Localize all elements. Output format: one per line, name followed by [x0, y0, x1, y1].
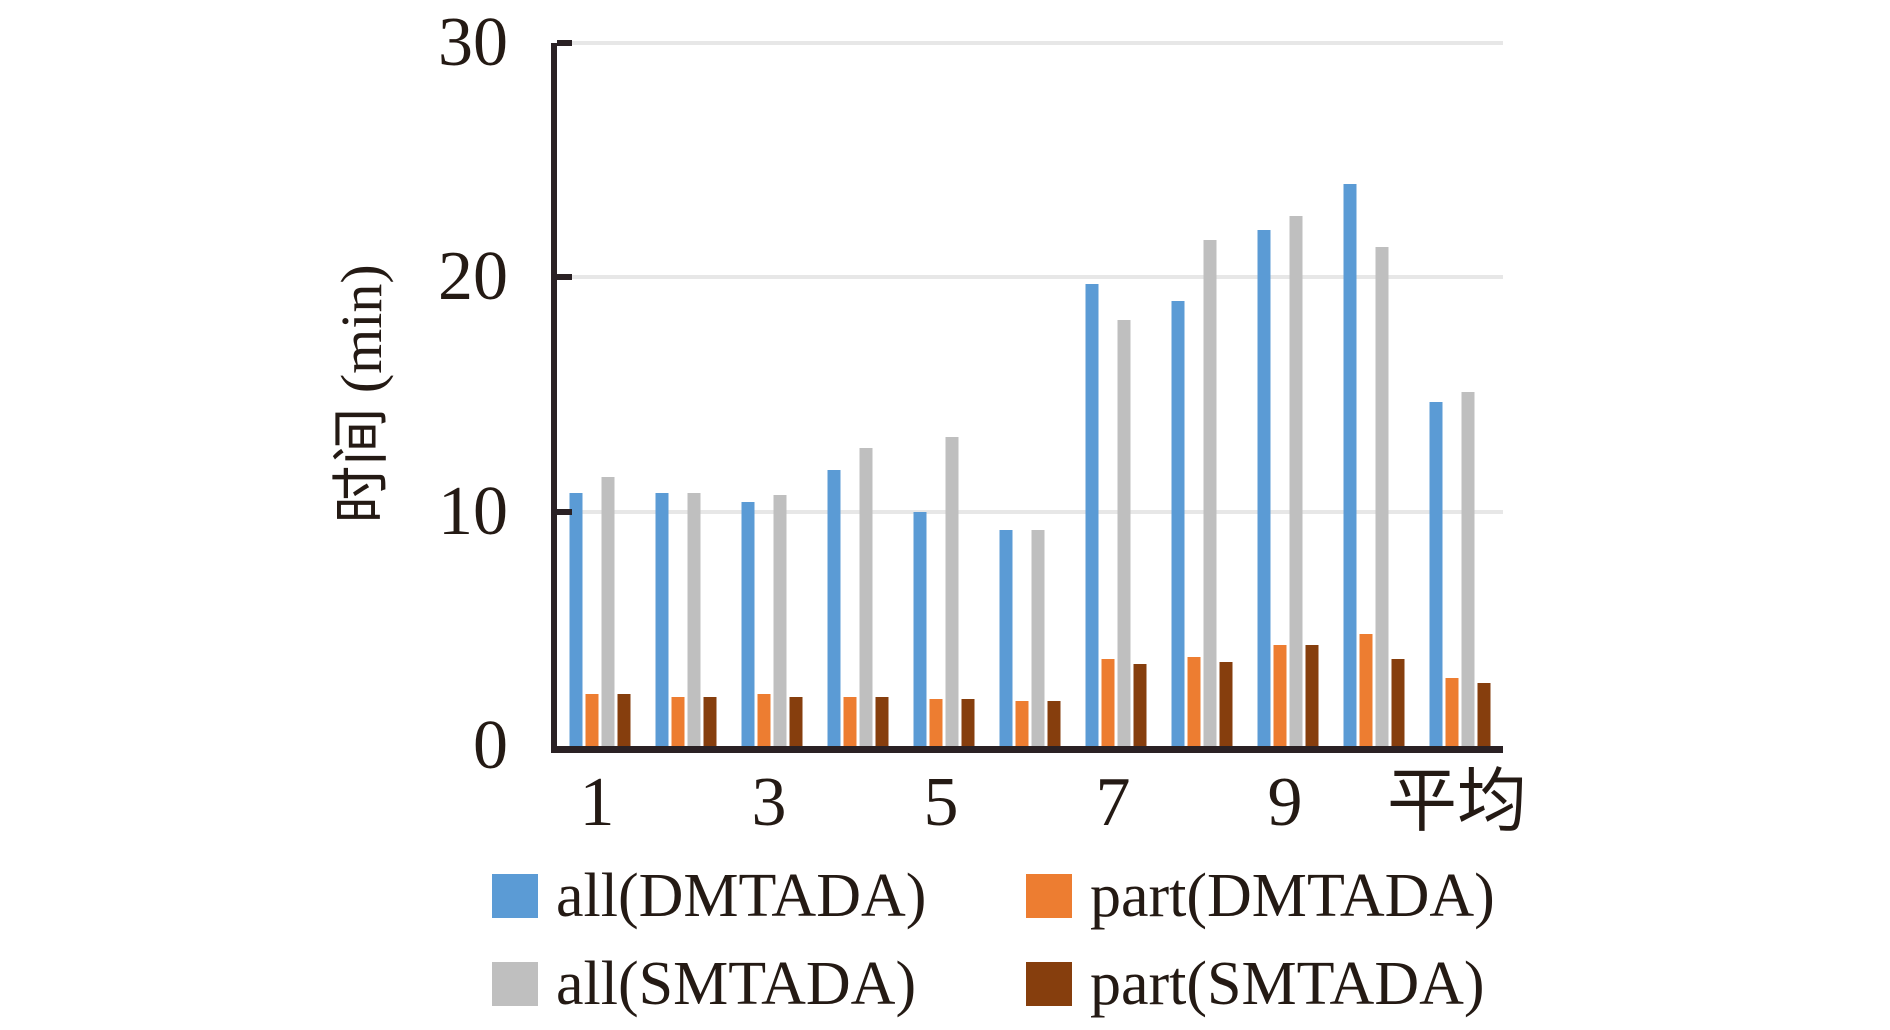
chart-legend: all(DMTADA) part(DMTADA) all(SMTADA) part(S…	[492, 865, 1495, 1015]
y-tick-label: 10	[438, 472, 508, 550]
legend-swatch	[492, 962, 538, 1006]
bar-part(DMTADA)	[757, 694, 771, 746]
y-tick-label: 0	[473, 707, 508, 784]
x-tick-label: 7	[1095, 764, 1131, 841]
bar-group-4	[827, 43, 889, 746]
bar-part(DMTADA)	[1187, 656, 1201, 746]
y-tick-label: 20	[438, 238, 508, 316]
bar-part(DMTADA)	[1015, 701, 1029, 746]
bar-part(SMTADA)	[875, 696, 889, 746]
legend-item: part(DMTADA)	[1026, 865, 1495, 927]
bar-all(SMTADA)	[859, 448, 873, 746]
legend-label: part(SMTADA)	[1090, 950, 1485, 1018]
bar-all(DMTADA)	[741, 502, 755, 746]
bar-part(SMTADA)	[617, 694, 631, 746]
x-axis-labels: 1 3 5 7 9 平均	[554, 764, 1528, 858]
bar-group-3	[741, 43, 803, 746]
bar-all(SMTADA)	[601, 476, 615, 746]
gridline	[557, 509, 1503, 514]
legend-swatch	[492, 874, 538, 918]
bar-all(SMTADA)	[1031, 530, 1045, 746]
legend-label: all(SMTADA)	[556, 950, 917, 1018]
bar-all(SMTADA)	[1375, 246, 1389, 746]
bar-part(DMTADA)	[1101, 659, 1115, 746]
bar-all(DMTADA)	[1343, 183, 1357, 746]
x-tick-label: 5	[923, 764, 959, 841]
bar-group-5	[913, 43, 975, 746]
bar-group-平均	[1429, 43, 1491, 746]
x-tick-label: 平均	[1387, 764, 1527, 841]
legend-item: all(SMTADA)	[492, 953, 1026, 1015]
bar-part(SMTADA)	[1391, 659, 1405, 746]
bar-all(DMTADA)	[655, 492, 669, 746]
bar-part(SMTADA)	[1047, 701, 1061, 746]
bar-all(DMTADA)	[999, 530, 1013, 746]
gridline	[557, 41, 1503, 45]
bar-all(SMTADA)	[945, 436, 959, 746]
bar-part(DMTADA)	[1273, 645, 1287, 746]
bar-all(DMTADA)	[913, 511, 927, 746]
bar-part(DMTADA)	[1445, 678, 1459, 746]
legend-swatch	[1026, 874, 1072, 918]
bar-all(SMTADA)	[1289, 216, 1303, 746]
plot-area	[551, 40, 1503, 753]
y-tick-label: 30	[438, 4, 508, 81]
bar-part(SMTADA)	[789, 696, 803, 746]
bar-group-10	[1343, 43, 1405, 746]
bar-group-7	[1085, 43, 1147, 746]
legend-label: all(DMTADA)	[556, 862, 927, 930]
bar-group-1	[569, 43, 631, 746]
bar-all(SMTADA)	[1461, 392, 1475, 746]
bar-all(SMTADA)	[773, 495, 787, 746]
bar-part(SMTADA)	[703, 696, 717, 746]
bar-group-9	[1257, 43, 1319, 746]
y-tick-mark	[557, 40, 572, 46]
bar-part(DMTADA)	[843, 696, 857, 746]
legend-item: part(SMTADA)	[1026, 953, 1495, 1015]
legend-label: part(DMTADA)	[1090, 862, 1495, 930]
bar-part(SMTADA)	[1133, 663, 1147, 746]
bar-part(SMTADA)	[1305, 645, 1319, 746]
legend-item: all(DMTADA)	[492, 865, 1026, 927]
bar-part(SMTADA)	[1219, 661, 1233, 746]
bar-part(SMTADA)	[1477, 682, 1491, 746]
y-tick-mark	[557, 274, 572, 281]
y-axis: 0 10 20 30	[0, 8, 551, 781]
bar-all(DMTADA)	[1429, 401, 1443, 746]
x-tick-label: 9	[1267, 764, 1303, 841]
bar-all(DMTADA)	[1171, 300, 1185, 746]
bar-group-2	[655, 43, 717, 746]
gridline	[557, 275, 1503, 280]
bar-all(SMTADA)	[1117, 319, 1131, 746]
bar-part(DMTADA)	[1359, 633, 1373, 746]
bar-part(DMTADA)	[671, 696, 685, 746]
bar-all(SMTADA)	[1203, 239, 1217, 746]
x-tick-label: 3	[751, 764, 787, 841]
bar-all(SMTADA)	[687, 492, 701, 746]
bar-group-6	[999, 43, 1061, 746]
bar-group-8	[1171, 43, 1233, 746]
bar-part(DMTADA)	[929, 699, 943, 746]
bar-all(DMTADA)	[827, 469, 841, 746]
bar-part(SMTADA)	[961, 699, 975, 746]
legend-swatch	[1026, 962, 1072, 1006]
bar-all(DMTADA)	[1257, 230, 1271, 746]
bar-part(DMTADA)	[585, 694, 599, 746]
bar-all(DMTADA)	[1085, 284, 1099, 746]
bar-all(DMTADA)	[569, 492, 583, 746]
y-tick-mark	[557, 508, 572, 515]
x-tick-label: 1	[579, 764, 615, 841]
